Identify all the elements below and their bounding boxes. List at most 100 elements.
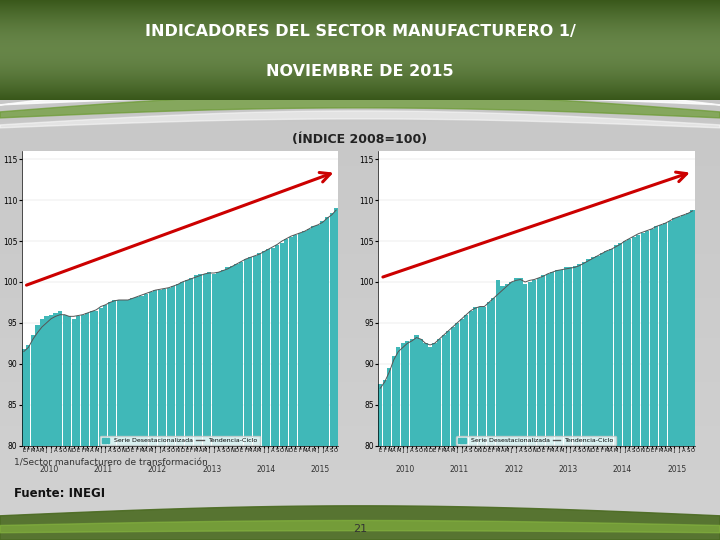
Bar [176, 284, 180, 540]
Bar [0, 509, 720, 514]
Bar [0, 430, 720, 434]
Bar [591, 258, 595, 540]
Bar [122, 300, 125, 540]
Bar [0, 390, 720, 395]
Bar [248, 258, 252, 540]
Bar [0, 403, 720, 408]
Bar [230, 266, 234, 540]
Bar [0, 285, 720, 289]
Text: 2013: 2013 [559, 465, 577, 474]
Bar [0, 289, 720, 294]
Bar [487, 302, 491, 540]
Bar [690, 210, 695, 540]
Bar [428, 347, 432, 540]
Bar [239, 261, 243, 540]
Bar [81, 315, 85, 540]
Bar [316, 225, 320, 540]
Bar [166, 288, 171, 540]
Bar [0, 170, 720, 175]
Bar [482, 307, 487, 540]
Bar [541, 275, 545, 540]
Bar [392, 355, 396, 540]
Bar [595, 256, 600, 540]
Bar [0, 456, 720, 461]
Bar [0, 263, 720, 267]
Bar [67, 316, 71, 540]
Bar [63, 315, 67, 540]
Bar [0, 315, 720, 320]
Bar [293, 234, 297, 540]
Bar [654, 226, 658, 540]
Bar [0, 192, 720, 197]
Bar [185, 280, 189, 540]
Bar [0, 276, 720, 280]
Bar [0, 197, 720, 201]
Bar [0, 452, 720, 456]
Text: Personal ocupado: Personal ocupado [55, 179, 154, 188]
Bar [0, 382, 720, 386]
Bar [53, 313, 58, 540]
Bar [478, 307, 482, 540]
Text: 2014: 2014 [256, 465, 276, 474]
Bar [0, 118, 720, 122]
Bar [523, 284, 527, 540]
Bar [0, 417, 720, 421]
Bar [0, 470, 720, 474]
Text: 2010: 2010 [395, 465, 415, 474]
Bar [0, 408, 720, 413]
Bar [0, 131, 720, 135]
Bar [0, 373, 720, 377]
Bar [559, 270, 563, 540]
Bar [0, 368, 720, 373]
Bar [505, 284, 509, 540]
Bar [302, 231, 307, 540]
Bar [518, 278, 523, 540]
Bar [153, 290, 157, 540]
Bar [672, 218, 677, 540]
Bar [609, 249, 613, 540]
Bar [550, 272, 554, 540]
Bar [0, 166, 720, 170]
Text: NOVIEMBRE DE 2015: NOVIEMBRE DE 2015 [266, 64, 454, 79]
Bar [0, 518, 720, 522]
Bar [677, 217, 681, 540]
Bar [0, 237, 720, 241]
Text: 1/Sector manufacturero de transformación: 1/Sector manufacturero de transformación [14, 458, 208, 468]
Bar [0, 109, 720, 113]
Bar [0, 377, 720, 382]
Bar [99, 308, 103, 540]
Bar [0, 478, 720, 483]
Bar [0, 254, 720, 258]
Bar [573, 266, 577, 540]
Bar [582, 261, 586, 540]
Bar [0, 184, 720, 188]
Bar [0, 179, 720, 184]
Bar [320, 221, 325, 540]
Text: 2011: 2011 [94, 465, 112, 474]
Bar [613, 245, 618, 540]
Bar [0, 280, 720, 285]
Bar [0, 210, 720, 214]
Bar [0, 505, 720, 509]
Bar [649, 229, 654, 540]
Bar [0, 527, 720, 531]
Bar [0, 113, 720, 118]
Bar [0, 426, 720, 430]
Bar [0, 338, 720, 342]
Bar [0, 153, 720, 157]
Bar [0, 501, 720, 505]
Bar [49, 315, 53, 540]
Bar [0, 360, 720, 364]
Bar [171, 286, 175, 540]
Bar [0, 355, 720, 360]
Bar [686, 213, 690, 540]
Bar [641, 233, 645, 540]
Bar [0, 144, 720, 148]
Bar [0, 320, 720, 325]
Bar [496, 280, 500, 540]
Bar [663, 223, 667, 540]
Legend: Serie Desestacionalizada, Tendencia-Ciclo: Serie Desestacionalizada, Tendencia-Cicl… [100, 436, 260, 446]
Bar [225, 267, 230, 540]
Text: 2015: 2015 [310, 465, 330, 474]
Bar [0, 148, 720, 153]
